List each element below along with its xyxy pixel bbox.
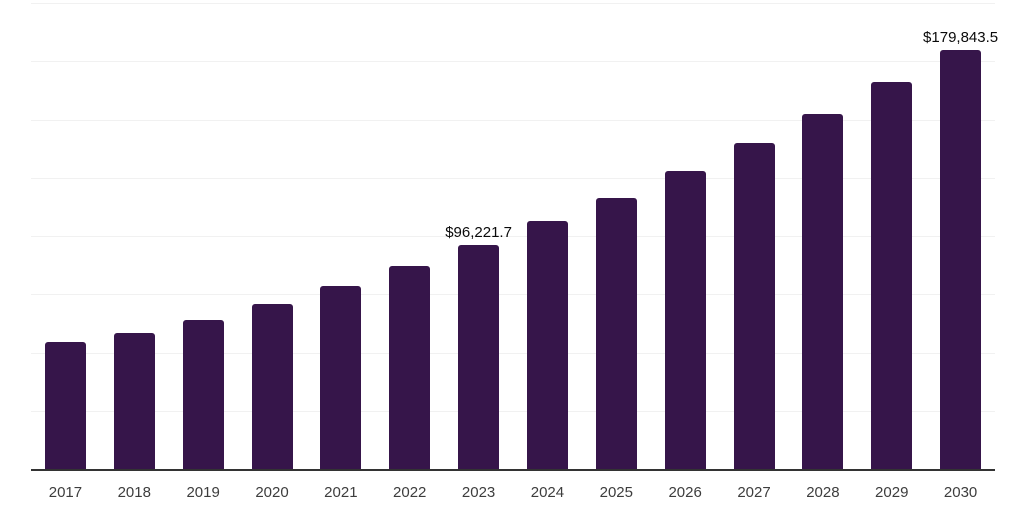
data-label-2030: $179,843.5 bbox=[923, 28, 999, 46]
bar-column-2022 bbox=[375, 3, 444, 469]
x-tick-label-2023: 2023 bbox=[461, 484, 496, 501]
bar-column-2024 bbox=[513, 3, 582, 469]
x-tick-label-2030: 2030 bbox=[943, 484, 978, 501]
x-tick-label-2021: 2021 bbox=[324, 484, 358, 501]
gridline bbox=[31, 3, 995, 4]
x-tick-label-2028: 2028 bbox=[806, 484, 840, 501]
bar-column-2025 bbox=[582, 3, 651, 469]
bar-column-2018 bbox=[100, 3, 169, 469]
x-tick-label-2018: 2018 bbox=[117, 484, 151, 501]
bar-column-2026 bbox=[651, 3, 720, 469]
bar-2028 bbox=[802, 113, 844, 469]
bar-column-2020 bbox=[238, 3, 307, 469]
bar-2030: $179,843.5 bbox=[923, 30, 998, 469]
bar-column-2027 bbox=[720, 3, 789, 469]
x-tick-label-2024: 2024 bbox=[530, 484, 565, 501]
bar-2022 bbox=[389, 266, 431, 469]
bar-2020 bbox=[251, 303, 293, 469]
x-axis-labels: 2017 2018 2019 2020 2021 2022 2023 2024 2025 2026… bbox=[31, 483, 995, 503]
bar-2024 bbox=[526, 220, 568, 469]
bar-column-2019 bbox=[169, 3, 238, 469]
x-tick-label-2022: 2022 bbox=[393, 484, 427, 501]
bar-2025 bbox=[595, 197, 637, 469]
bar-column-2029 bbox=[857, 3, 926, 469]
gridline bbox=[31, 61, 995, 63]
plot-area: $96,221.7 $179,843.5 bbox=[31, 3, 998, 471]
gridline bbox=[31, 410, 995, 412]
bar-column-2028 bbox=[788, 3, 857, 469]
x-tick-label-2020: 2020 bbox=[255, 484, 289, 501]
gridline bbox=[31, 119, 995, 121]
gridline bbox=[31, 177, 995, 179]
gridline bbox=[31, 352, 995, 354]
gridline bbox=[31, 294, 995, 296]
bar-2018 bbox=[113, 332, 155, 469]
bar-column-2030: $179,843.5 bbox=[923, 3, 998, 469]
bar-2023: $96,221.7 bbox=[445, 225, 512, 469]
x-tick-label-2025: 2025 bbox=[599, 484, 633, 501]
x-tick-label-2019: 2019 bbox=[186, 484, 220, 501]
x-tick-label-2027: 2027 bbox=[737, 484, 771, 501]
gridline bbox=[31, 236, 995, 237]
bar-2021 bbox=[320, 286, 362, 469]
bar-2026 bbox=[664, 170, 706, 469]
bar-2017 bbox=[44, 342, 86, 469]
bars-container: $96,221.7 $179,843.5 bbox=[31, 3, 998, 469]
bar-column-2023: $96,221.7 bbox=[444, 3, 513, 469]
bar-2019 bbox=[182, 319, 224, 469]
bar-2029 bbox=[871, 82, 913, 469]
x-tick-label-2029: 2029 bbox=[875, 484, 909, 501]
bar-2027 bbox=[733, 142, 775, 469]
bar-column-2017 bbox=[31, 3, 100, 469]
x-tick-label-2017: 2017 bbox=[48, 484, 83, 501]
bar-column-2021 bbox=[306, 3, 375, 469]
x-tick-label-2026: 2026 bbox=[668, 484, 702, 501]
data-label-2023: $96,221.7 bbox=[445, 223, 512, 241]
